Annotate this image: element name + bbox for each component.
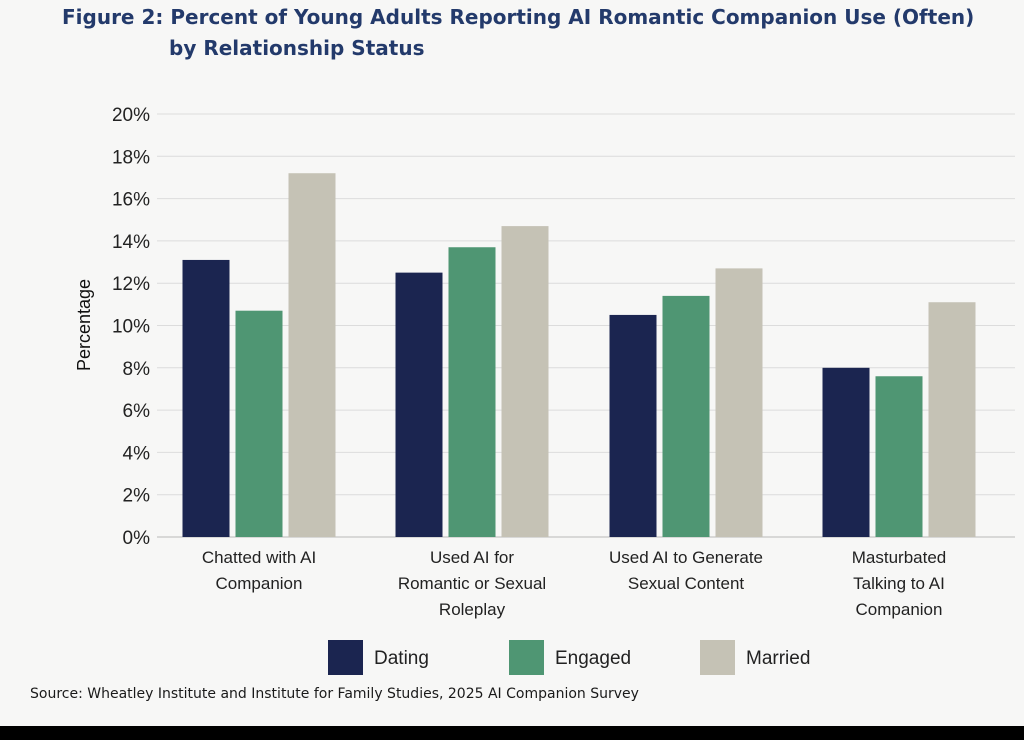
bar-married bbox=[288, 173, 336, 537]
bar-dating bbox=[822, 367, 870, 537]
y-tick-label: 0% bbox=[123, 528, 151, 549]
legend-swatch-married bbox=[700, 640, 735, 675]
bar-married bbox=[715, 268, 763, 537]
y-tick-label: 10% bbox=[112, 317, 150, 338]
y-tick-label: 20% bbox=[112, 105, 150, 126]
chart-title: Figure 2: Percent of Young Adults Report… bbox=[62, 2, 1012, 64]
bar-engaged bbox=[662, 295, 710, 537]
legend-label-married: Married bbox=[746, 648, 810, 669]
bar-chart: 0%2%4%6%8%10%12%14%16%18%20% Percentage … bbox=[74, 105, 1015, 675]
y-tick-label: 2% bbox=[123, 486, 151, 507]
y-tick-label: 16% bbox=[112, 190, 150, 211]
bar-engaged bbox=[875, 376, 923, 537]
legend-label-dating: Dating bbox=[374, 648, 429, 669]
bar-dating bbox=[395, 272, 443, 537]
y-tick-label: 12% bbox=[112, 274, 150, 295]
bar-engaged bbox=[235, 310, 283, 537]
y-tick-labels: 0% 2% 4% 6% 8% 10% 12% 14% 16% 18% 20% bbox=[112, 105, 150, 549]
bar-dating bbox=[609, 314, 657, 537]
legend-swatch-engaged bbox=[509, 640, 544, 675]
legend-swatch-dating bbox=[328, 640, 363, 675]
legend-label-engaged: Engaged bbox=[555, 648, 631, 669]
x-tick-label: Used AI to Generate Sexual Content bbox=[609, 548, 763, 593]
x-tick-label: Masturbated Talking to AI Companion bbox=[852, 548, 947, 619]
bar-married bbox=[501, 226, 549, 537]
title-prefix: Figure 2: bbox=[62, 5, 164, 29]
legend: Dating Engaged Married bbox=[328, 640, 810, 675]
title-line2: by Relationship Status bbox=[169, 36, 425, 60]
x-tick-label: Chatted with AI Companion bbox=[202, 548, 316, 593]
x-tick-labels: Chatted with AI Companion Used AI for Roman… bbox=[202, 548, 946, 619]
title-line1: Percent of Young Adults Reporting AI Rom… bbox=[170, 5, 975, 29]
x-tick-label: Used AI for Romantic or Sexual Roleplay bbox=[398, 548, 546, 619]
y-tick-label: 14% bbox=[112, 232, 150, 253]
y-tick-label: 4% bbox=[123, 443, 151, 464]
y-tick-label: 8% bbox=[123, 359, 151, 380]
source-note: Source: Wheatley Institute and Institute… bbox=[30, 686, 639, 702]
y-tick-label: 6% bbox=[123, 401, 151, 422]
y-tick-label: 18% bbox=[112, 147, 150, 168]
bar-married bbox=[928, 302, 976, 537]
bottom-bar bbox=[0, 726, 1024, 740]
bar-dating bbox=[182, 259, 230, 537]
bars bbox=[182, 173, 976, 537]
y-axis-label: Percentage bbox=[74, 279, 94, 371]
bar-engaged bbox=[448, 247, 496, 537]
